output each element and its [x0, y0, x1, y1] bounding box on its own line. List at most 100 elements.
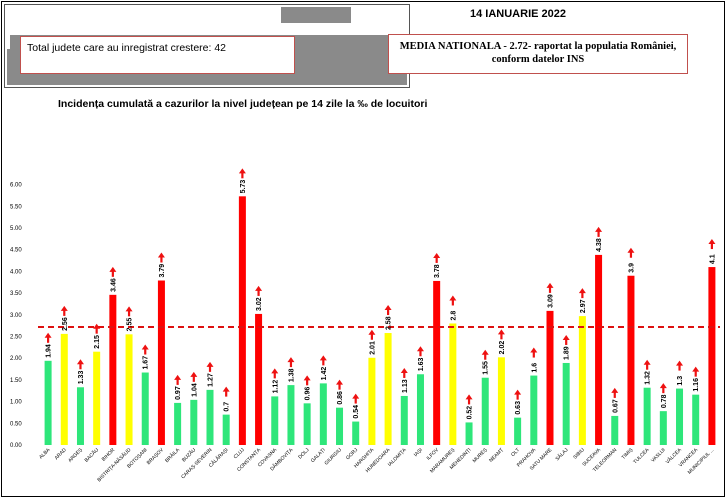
bar-mehedinti — [465, 422, 473, 445]
value-labels-group: 1.94 2.56 1.33 2.15 3.46 2.55 1.67 3.79 0.97 1.04… — [46, 180, 717, 420]
bar-tulcea — [643, 387, 651, 445]
bar-neamt — [497, 357, 505, 445]
increase-arrow-head — [271, 368, 279, 374]
bar-teleorman — [611, 415, 619, 445]
bar-municipiul — [708, 267, 716, 445]
bar-dambovita — [287, 385, 295, 445]
increase-arrow-head — [255, 285, 263, 291]
category-label: ALBA — [38, 447, 52, 461]
bar-satu-mare — [546, 310, 554, 445]
value-label: 0.52 — [467, 406, 474, 420]
value-label: 0.67 — [612, 399, 619, 413]
chart-title: Incidența cumulată a cazurilor la nivel … — [58, 98, 428, 110]
increase-arrow-head — [692, 366, 700, 372]
bar-bacau — [93, 351, 101, 445]
bar-constanta — [255, 313, 263, 445]
category-labels-group: ALBA ARAD ARGEȘ BACĂU BIHORBISTRIȚA-NĂSĂUDBO… — [38, 446, 715, 483]
category-label: MUREȘ — [472, 447, 489, 464]
value-label: 0.78 — [661, 394, 668, 408]
value-label: 5.73 — [240, 180, 247, 194]
value-label: 3.02 — [256, 297, 263, 311]
total-counties-box: Total judete care au inregistrat crester… — [20, 36, 295, 74]
bar-vrancea — [692, 394, 700, 445]
value-label: 1.94 — [46, 344, 53, 358]
value-label: 1.55 — [483, 361, 490, 375]
value-label: 0.54 — [353, 405, 360, 419]
value-label: 2.56 — [62, 317, 69, 331]
increase-arrow-head — [400, 367, 408, 373]
y-tick-label: 5.50 — [10, 204, 22, 210]
bar-bistrita-nasaud — [125, 334, 133, 445]
y-tick-label: 6.00 — [10, 183, 22, 189]
value-label: 4.38 — [596, 238, 603, 252]
y-tick-label: 0.00 — [10, 443, 22, 449]
bar-ilfov — [433, 280, 441, 445]
bar-harghita — [368, 357, 376, 445]
report-date: 14 IANUARIE 2022 — [470, 8, 566, 20]
value-label: 1.67 — [143, 356, 150, 370]
category-label: SĂLAJ — [554, 446, 570, 462]
value-label: 3.78 — [434, 264, 441, 278]
value-label: 0.97 — [175, 386, 182, 400]
value-label: 2.8 — [450, 311, 457, 321]
bar-mures — [481, 377, 489, 445]
bar-brasov — [157, 280, 165, 445]
category-label: BACĂU — [83, 446, 100, 463]
category-label: TULCEA — [632, 447, 651, 466]
category-label: BRAȘOV — [146, 447, 165, 466]
increase-arrow-head — [44, 332, 52, 338]
header-shade-top — [281, 7, 351, 23]
increase-arrow-head — [157, 252, 165, 258]
increase-arrow-head — [238, 168, 246, 174]
increase-arrow-head — [627, 247, 635, 253]
value-label: 2.55 — [127, 318, 134, 332]
header-panel — [4, 4, 410, 88]
value-label: 1.04 — [191, 383, 198, 397]
bar-alba — [44, 360, 52, 445]
value-label: 1.32 — [645, 371, 652, 385]
category-label: GIURGIU — [324, 447, 344, 467]
increase-arrow-head — [416, 346, 424, 352]
increase-arrow-head — [578, 288, 586, 294]
value-label: 4.1 — [709, 254, 716, 264]
y-tick-label: 2.00 — [10, 356, 22, 362]
increase-arrow-head — [93, 323, 101, 329]
increase-arrow-head — [384, 305, 392, 311]
bar-salaj — [562, 362, 570, 445]
category-label: GORJ — [345, 447, 359, 461]
value-label: 0.86 — [337, 391, 344, 405]
bar-timis — [627, 275, 635, 445]
increase-arrow-head — [109, 266, 117, 272]
bar-valcea — [676, 388, 684, 445]
value-label: 0.7 — [224, 402, 231, 412]
category-label: ARGEȘ — [67, 447, 84, 464]
category-label: CLUJ — [233, 447, 246, 460]
y-tick-label: 0.50 — [10, 421, 22, 427]
category-label: SIBIU — [572, 447, 586, 461]
value-label: 1.3 — [677, 376, 684, 386]
value-label: 3.9 — [628, 263, 635, 273]
increase-arrow-head — [465, 394, 473, 400]
increase-arrow-head — [676, 360, 684, 366]
increase-arrow-head — [190, 371, 198, 377]
increase-arrow-head — [141, 344, 149, 350]
increase-arrow-head — [659, 383, 667, 389]
category-label: IAȘI — [413, 447, 424, 458]
value-label: 1.63 — [418, 358, 425, 372]
value-label: 1.12 — [272, 380, 279, 394]
increase-arrow-head — [562, 334, 570, 340]
value-label: 2.58 — [386, 316, 393, 330]
bar-cluj — [238, 196, 246, 445]
value-label: 0.63 — [515, 401, 522, 415]
value-label: 1.13 — [402, 379, 409, 393]
total-counties-label: Total judete care au inregistrat crester… — [27, 42, 227, 54]
value-label: 3.79 — [159, 264, 166, 278]
bar-hunedoara — [384, 333, 392, 445]
value-label: 0.96 — [305, 387, 312, 401]
increase-arrow-head — [336, 379, 344, 385]
national-average-line1: MEDIA NATIONALA - 2.72- raportat la popu… — [399, 41, 677, 52]
y-tick-label: 4.50 — [10, 248, 22, 254]
bar-arges — [76, 387, 84, 445]
increase-arrow-head — [530, 347, 538, 353]
